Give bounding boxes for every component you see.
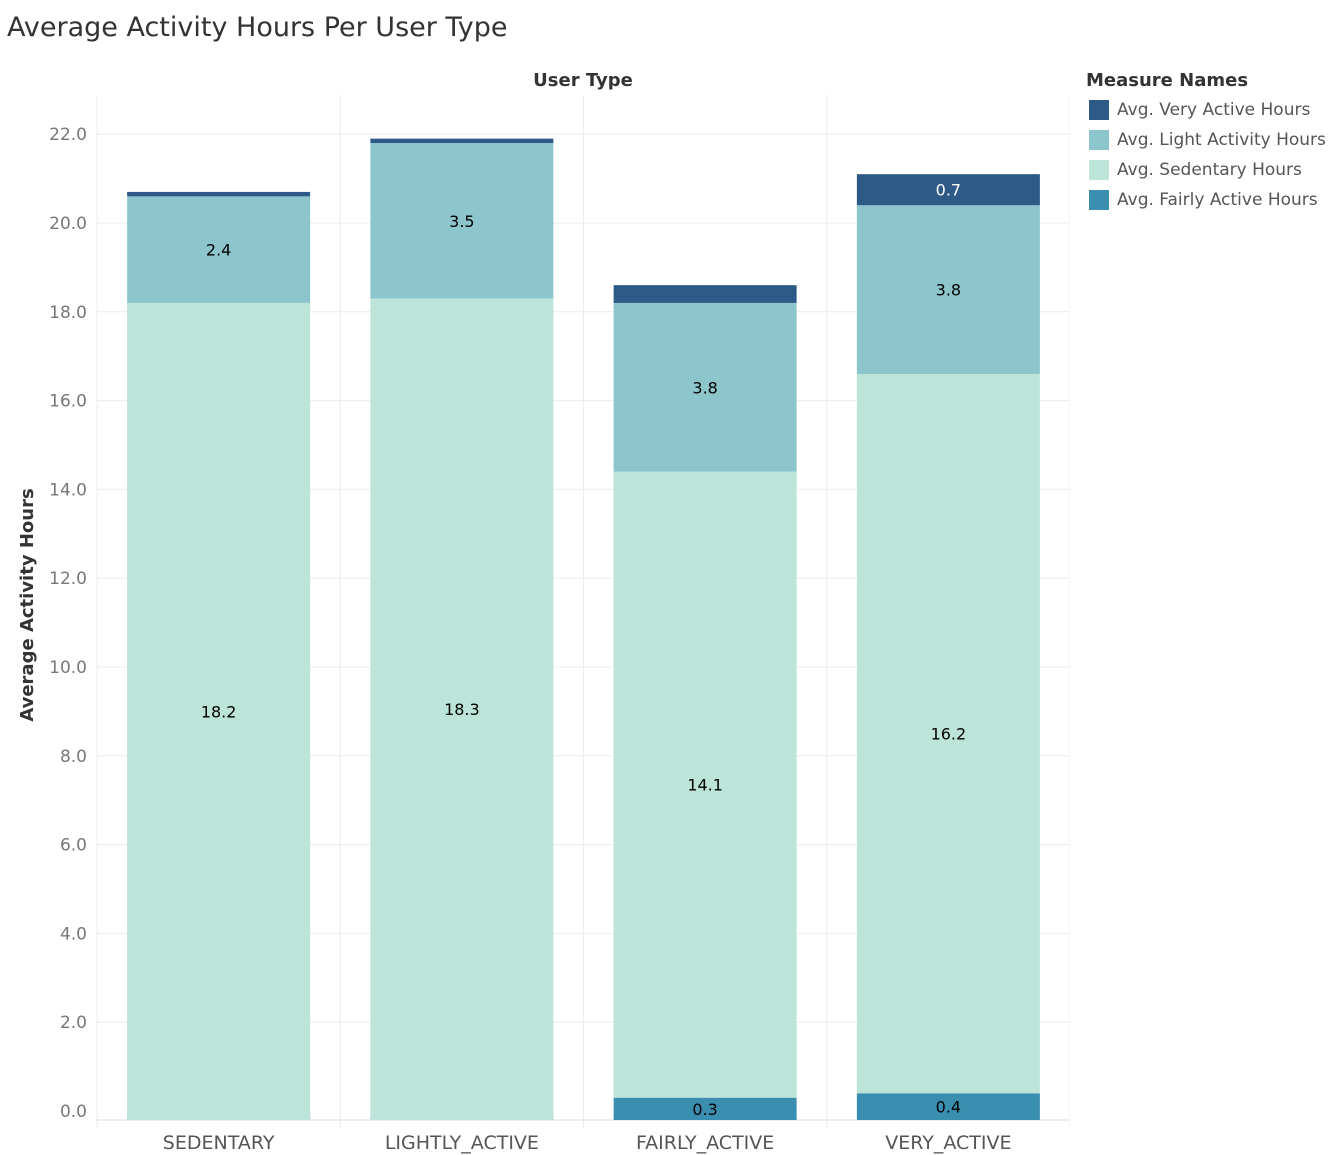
legend-item-sedentary[interactable]: Avg. Sedentary Hours [1086, 155, 1331, 185]
data-label: 0.3 [692, 1100, 717, 1119]
y-tick-label: 20.0 [49, 214, 87, 234]
legend-item-fairly-active[interactable]: Avg. Fairly Active Hours [1086, 185, 1331, 215]
data-label: 3.8 [936, 281, 961, 300]
legend-title: Measure Names [1086, 70, 1249, 91]
data-label: 16.2 [931, 725, 967, 744]
bar-segment [613, 1097, 797, 1120]
x-tick-label: FAIRLY_ACTIVE [636, 1132, 774, 1154]
y-axis-title: Average Activity Hours [17, 488, 38, 721]
y-tick-label: 0.0 [60, 1102, 87, 1122]
y-tick-label: 2.0 [60, 1013, 87, 1033]
x-tick-label: VERY_ACTIVE [885, 1132, 1011, 1154]
legend-label: Avg. Sedentary Hours [1117, 160, 1302, 180]
legend-label: Avg. Light Activity Hours [1117, 130, 1326, 150]
bar-segment [127, 191, 311, 197]
data-label: 18.3 [444, 700, 480, 719]
data-label: 3.8 [692, 378, 717, 397]
data-label: 18.2 [201, 702, 237, 721]
bar-segment [127, 302, 311, 1120]
legend-swatch [1089, 190, 1109, 210]
data-label: 0.4 [936, 1098, 961, 1117]
bar-segment [613, 302, 797, 472]
bar-segment [370, 143, 554, 299]
bar-segment [370, 298, 554, 1121]
legend: Measure Names Avg. Very Active Hours Avg… [1086, 70, 1331, 215]
y-tick-label: 18.0 [49, 303, 87, 323]
data-label: 2.4 [206, 241, 231, 260]
y-tick-label: 6.0 [60, 836, 87, 856]
legend-swatch [1089, 100, 1109, 120]
legend-label: Avg. Very Active Hours [1117, 100, 1311, 120]
legend-swatch [1089, 160, 1109, 180]
data-label: 3.5 [449, 212, 474, 231]
bar-segment [613, 471, 797, 1098]
y-tick-label: 16.0 [49, 392, 87, 412]
legend-item-light-activity[interactable]: Avg. Light Activity Hours [1086, 125, 1331, 155]
legend-swatch [1089, 130, 1109, 150]
legend-label: Avg. Fairly Active Hours [1117, 190, 1318, 210]
bar-segment [127, 196, 311, 303]
bar-segment [856, 205, 1040, 374]
x-tick-label: SEDENTARY [163, 1132, 275, 1154]
bar-segment [856, 373, 1040, 1094]
y-tick-label: 4.0 [60, 924, 87, 944]
data-label: 14.1 [687, 776, 723, 795]
stacked-bar-chart: 0.0 2.0 4.0 6.0 8.0 10.0 12.0 14.0 16.0 18.0 20.0 2… [17, 70, 1070, 1154]
bar-segment [856, 1093, 1040, 1120]
bar-segment [856, 174, 1040, 206]
y-tick-label: 8.0 [60, 747, 87, 767]
y-tick-label: 10.0 [49, 658, 87, 678]
bar-segment [370, 138, 554, 144]
y-tick-label: 12.0 [49, 569, 87, 589]
y-tick-label: 22.0 [49, 125, 87, 145]
x-axis-title: User Type [533, 70, 633, 91]
data-label: 0.7 [936, 181, 961, 200]
chart-title: Average Activity Hours Per User Type [7, 12, 508, 43]
legend-item-very-active[interactable]: Avg. Very Active Hours [1086, 95, 1331, 125]
y-tick-label: 14.0 [49, 480, 87, 500]
bar-segment [613, 285, 797, 303]
x-tick-label: LIGHTLY_ACTIVE [385, 1132, 539, 1154]
